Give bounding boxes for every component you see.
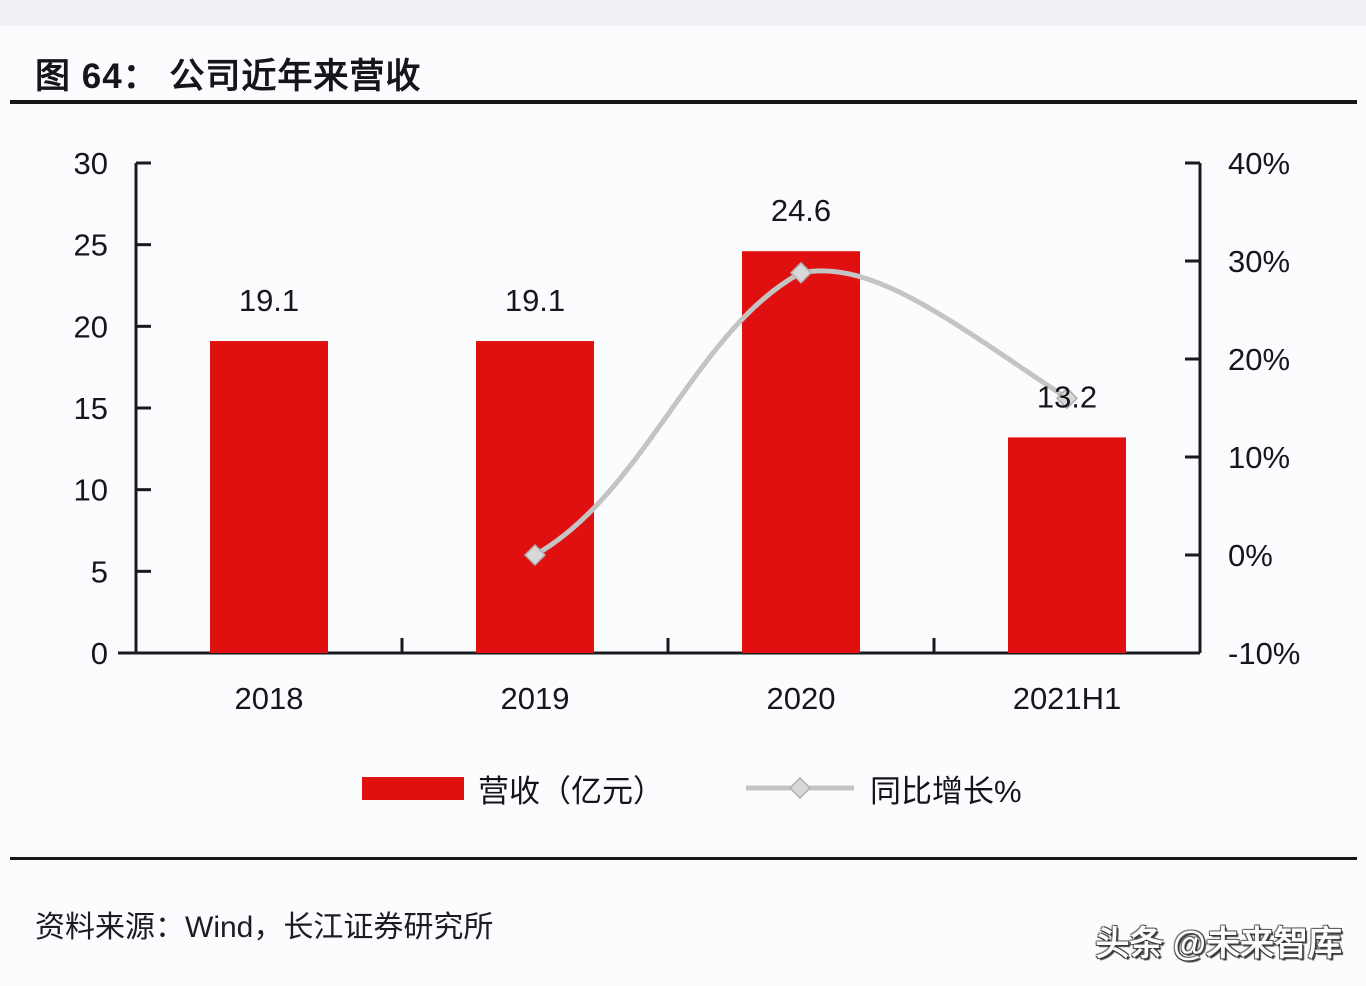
figure-title: 图 64： 公司近年来营收 <box>35 57 422 96</box>
legend-diamond-marker <box>788 776 812 800</box>
right-axis-tick-label: -10% <box>1228 636 1300 671</box>
page-top-strip <box>0 0 1366 26</box>
growth-line-marker <box>789 261 813 284</box>
bar-2020 <box>742 251 860 653</box>
legend-item-revenue: 营收（亿元） <box>362 768 664 809</box>
left-axis-tick-label: 10 <box>74 473 108 508</box>
growth-line-marker <box>523 543 547 567</box>
bar-data-label: 24.6 <box>771 193 831 228</box>
footer-divider <box>10 857 1357 860</box>
left-axis-tick-label: 20 <box>74 309 108 344</box>
title-divider <box>10 100 1357 104</box>
right-axis-tick-label: 20% <box>1228 342 1290 377</box>
left-axis-tick-label: 0 <box>91 636 108 671</box>
left-axis-tick-label: 25 <box>74 228 108 263</box>
bar-2018 <box>210 341 328 653</box>
growth-line <box>532 268 1070 558</box>
bar-2021H1 <box>1008 437 1126 653</box>
x-axis-category-label: 2021H1 <box>1013 681 1122 716</box>
legend-label-growth: 同比增长% <box>870 773 1022 809</box>
data-source-text: 资料来源：Wind，长江证券研究所 <box>35 911 494 944</box>
right-axis-tick-label: 10% <box>1228 440 1290 475</box>
x-axis-category-label: 2020 <box>767 681 836 716</box>
right-axis-tick-label: 40% <box>1228 146 1290 181</box>
bar-data-label: 13.2 <box>1037 379 1097 414</box>
right-axis-tick-label: 30% <box>1228 244 1290 279</box>
x-axis-category-label: 2018 <box>235 681 304 716</box>
left-axis-tick-label: 5 <box>91 554 108 589</box>
bar-data-label: 19.1 <box>505 283 565 318</box>
left-axis-tick-label: 15 <box>74 391 108 426</box>
left-axis-tick-label: 30 <box>74 146 108 181</box>
watermark-text: 头条 @未来智库 <box>1095 925 1342 963</box>
right-axis-tick-label: 0% <box>1228 538 1273 573</box>
bar-2019 <box>476 341 594 653</box>
legend-bar-swatch <box>362 776 464 800</box>
growth-line-marker <box>1055 387 1079 410</box>
x-axis-category-label: 2019 <box>501 681 570 716</box>
bar-data-label: 19.1 <box>239 283 299 318</box>
legend-line-swatch <box>746 776 854 800</box>
legend-label-revenue: 营收（亿元） <box>478 773 664 809</box>
legend-item-growth: 同比增长% <box>744 768 1022 809</box>
